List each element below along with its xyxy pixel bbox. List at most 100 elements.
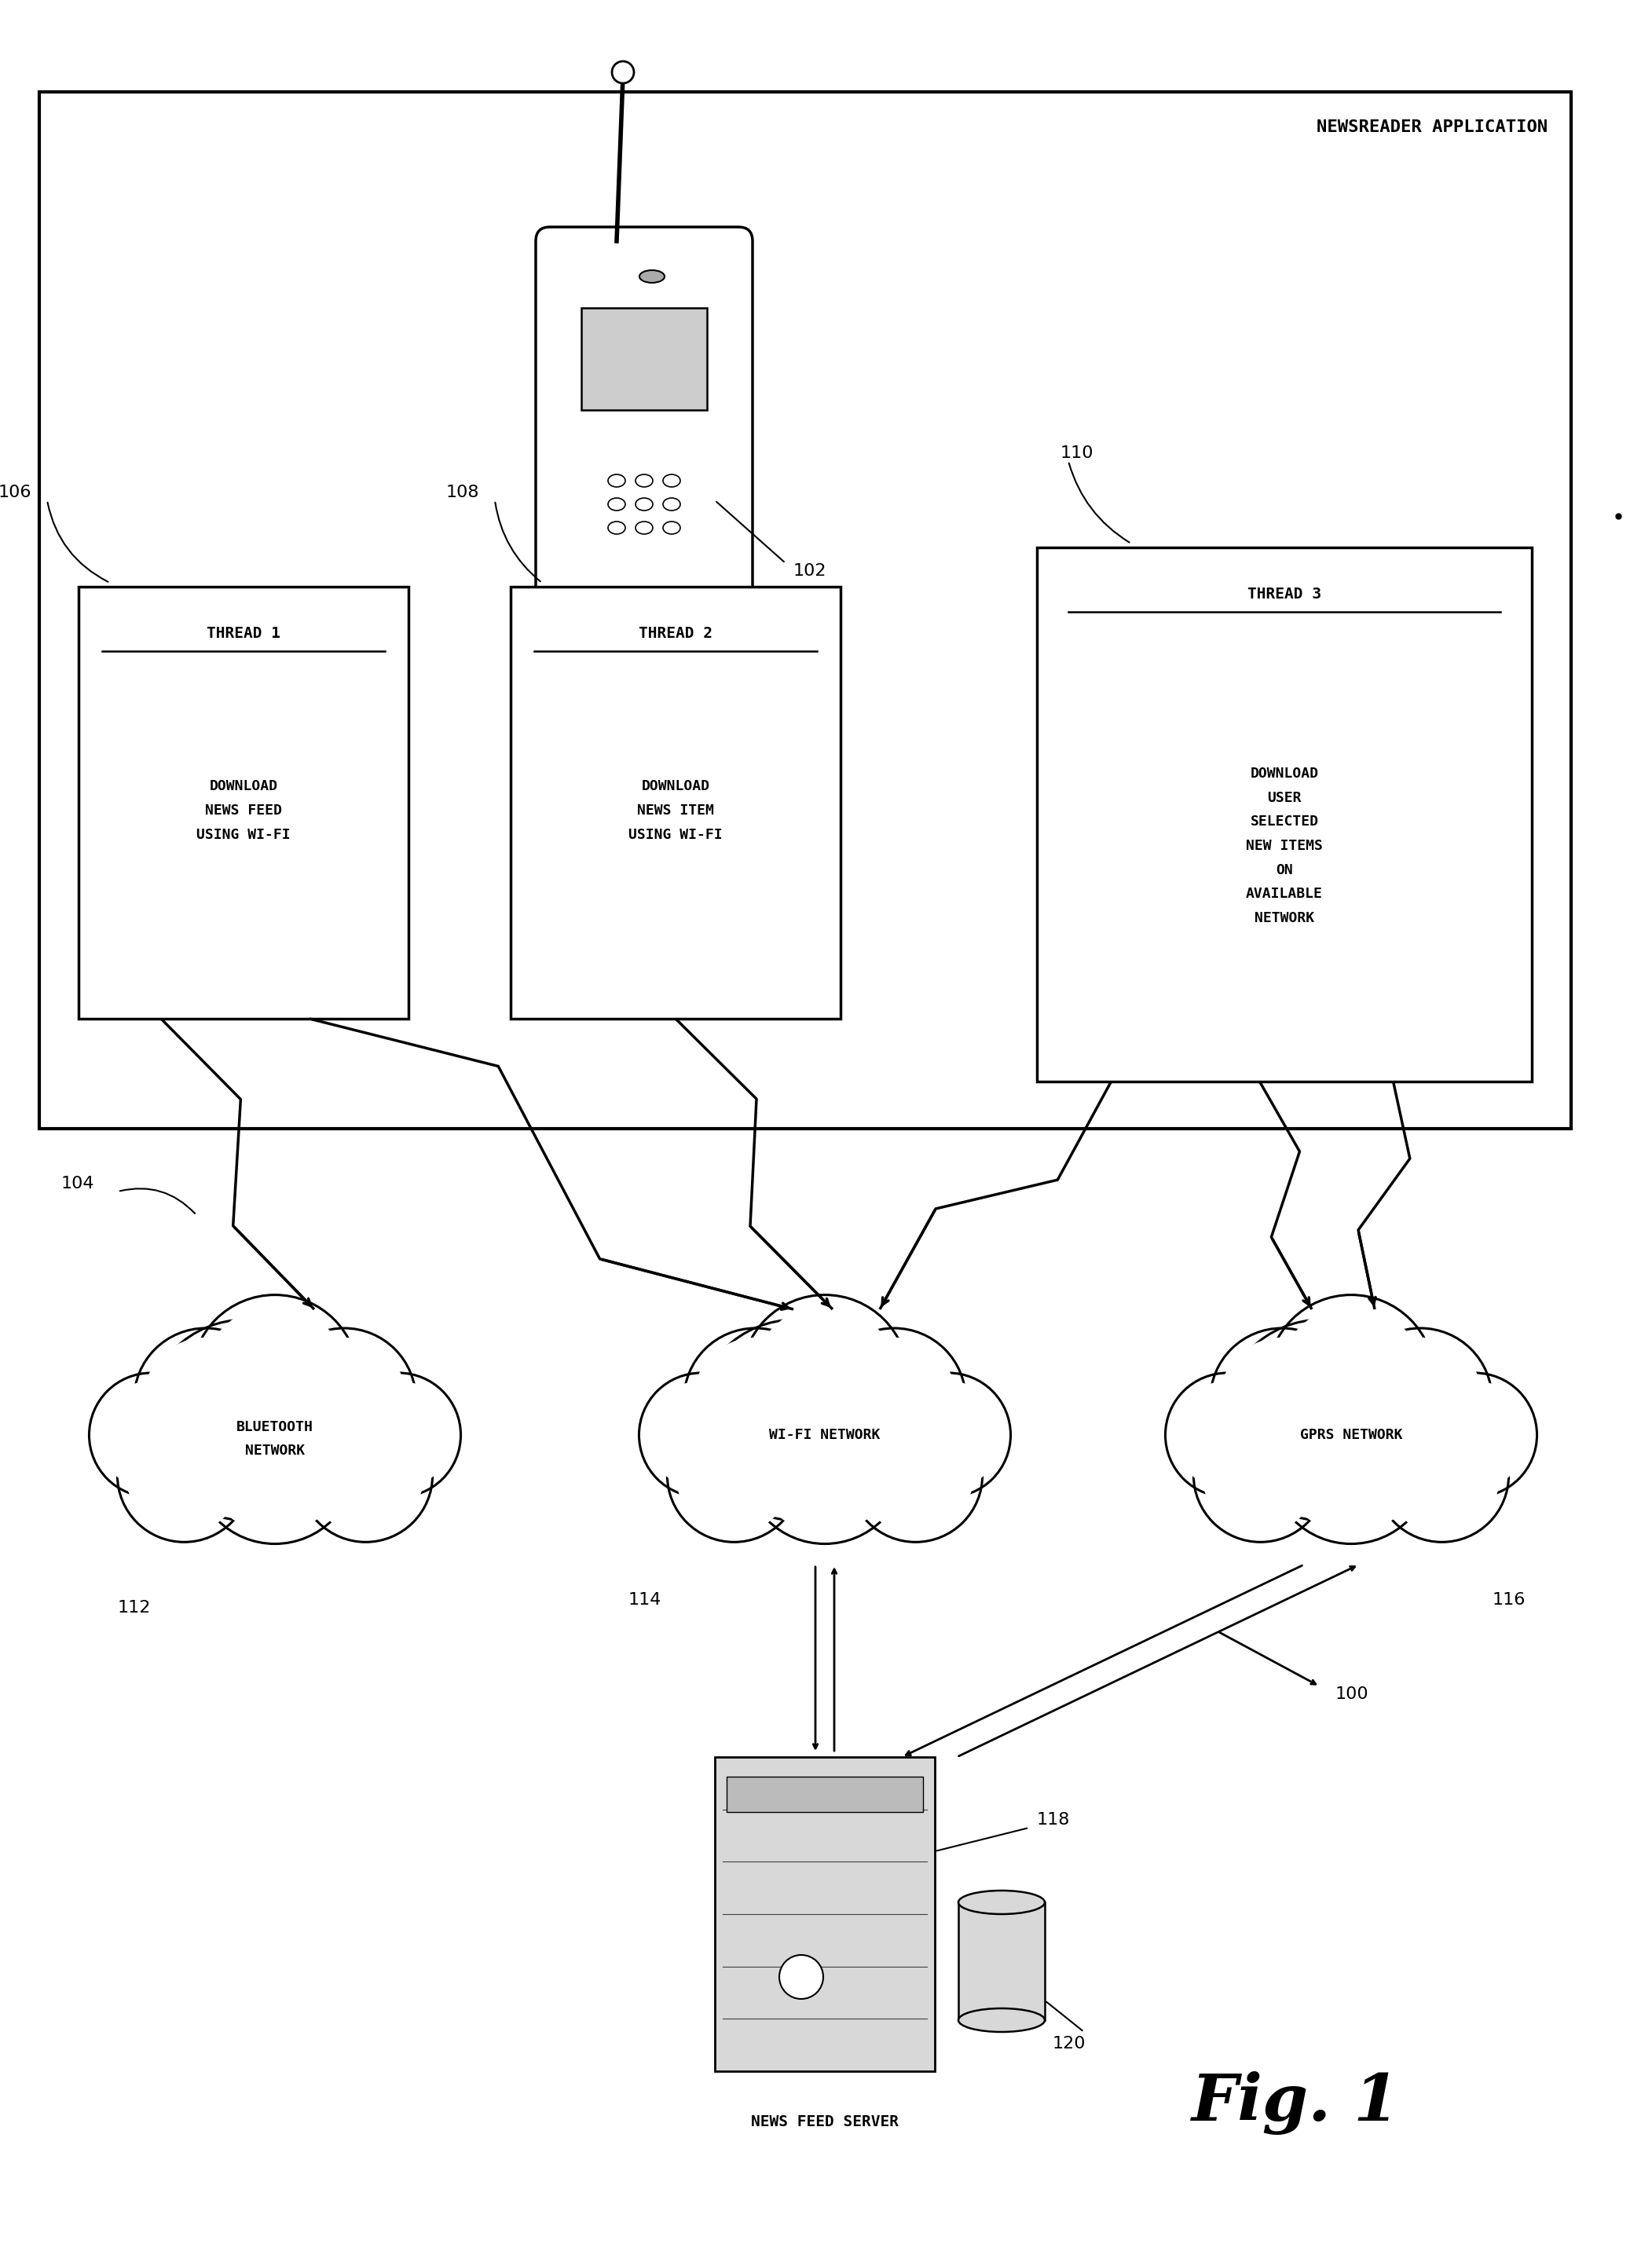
Circle shape xyxy=(337,1373,461,1497)
Text: BLUETOOTH
NETWORK: BLUETOOTH NETWORK xyxy=(236,1420,314,1459)
Circle shape xyxy=(299,1409,433,1542)
Circle shape xyxy=(282,1337,406,1463)
Circle shape xyxy=(1234,1333,1409,1508)
FancyBboxPatch shape xyxy=(40,92,1571,1129)
Circle shape xyxy=(144,1337,268,1463)
Circle shape xyxy=(1211,1328,1353,1472)
Polygon shape xyxy=(958,1903,1044,2020)
Circle shape xyxy=(707,1333,882,1508)
Ellipse shape xyxy=(662,521,681,534)
Circle shape xyxy=(857,1416,973,1533)
Ellipse shape xyxy=(662,473,681,487)
Text: DOWNLOAD
NEWS FEED
USING WI-FI: DOWNLOAD NEWS FEED USING WI-FI xyxy=(197,779,291,842)
Circle shape xyxy=(134,1328,278,1472)
Circle shape xyxy=(1374,1409,1508,1542)
Circle shape xyxy=(89,1373,213,1497)
Text: 106: 106 xyxy=(0,485,31,500)
Text: THREAD 2: THREAD 2 xyxy=(639,626,712,642)
Circle shape xyxy=(145,1319,345,1519)
Text: 104: 104 xyxy=(61,1176,94,1192)
Ellipse shape xyxy=(958,1889,1044,1914)
Text: 108: 108 xyxy=(446,485,479,500)
Circle shape xyxy=(1348,1328,1492,1472)
FancyBboxPatch shape xyxy=(79,586,408,1019)
Circle shape xyxy=(887,1373,1011,1497)
Circle shape xyxy=(648,1380,755,1490)
Circle shape xyxy=(1165,1373,1290,1497)
Text: 110: 110 xyxy=(1061,444,1094,460)
Text: 102: 102 xyxy=(793,563,826,579)
Circle shape xyxy=(1193,1409,1327,1542)
Circle shape xyxy=(831,1337,957,1463)
Text: WI-FI NETWORK: WI-FI NETWORK xyxy=(770,1427,881,1443)
Circle shape xyxy=(1203,1416,1318,1533)
Text: DOWNLOAD
USER
SELECTED
NEW ITEMS
ON
AVAILABLE
NETWORK: DOWNLOAD USER SELECTED NEW ITEMS ON AVAI… xyxy=(1246,767,1323,925)
Ellipse shape xyxy=(608,521,626,534)
Circle shape xyxy=(202,1306,347,1452)
Circle shape xyxy=(1270,1382,1432,1544)
FancyBboxPatch shape xyxy=(1037,548,1531,1082)
Circle shape xyxy=(755,1391,895,1533)
Circle shape xyxy=(117,1409,251,1542)
Circle shape xyxy=(1279,1306,1424,1452)
Circle shape xyxy=(192,1295,358,1463)
Circle shape xyxy=(611,61,634,83)
Text: 120: 120 xyxy=(1052,2035,1085,2051)
Ellipse shape xyxy=(636,498,653,512)
Text: THREAD 1: THREAD 1 xyxy=(206,626,281,642)
Circle shape xyxy=(742,1295,909,1463)
Circle shape xyxy=(1280,1391,1422,1533)
Circle shape xyxy=(676,1416,793,1533)
Text: NEWSREADER APPLICATION: NEWSREADER APPLICATION xyxy=(1317,119,1548,135)
Text: 118: 118 xyxy=(1037,1811,1070,1827)
Text: NEWS FEED SERVER: NEWS FEED SERVER xyxy=(752,2114,899,2130)
Text: THREAD 3: THREAD 3 xyxy=(1247,586,1322,601)
Ellipse shape xyxy=(958,2008,1044,2031)
Circle shape xyxy=(849,1409,983,1542)
Circle shape xyxy=(639,1373,763,1497)
Circle shape xyxy=(193,1382,357,1544)
Circle shape xyxy=(667,1409,801,1542)
Circle shape xyxy=(1412,1373,1536,1497)
FancyBboxPatch shape xyxy=(510,586,841,1019)
Circle shape xyxy=(273,1328,416,1472)
Circle shape xyxy=(695,1319,895,1519)
Circle shape xyxy=(1421,1380,1528,1490)
Text: 100: 100 xyxy=(1335,1685,1370,1701)
Circle shape xyxy=(1219,1337,1345,1463)
Ellipse shape xyxy=(608,498,626,512)
Text: 114: 114 xyxy=(628,1591,662,1607)
Ellipse shape xyxy=(608,473,626,487)
Circle shape xyxy=(1173,1380,1282,1490)
Ellipse shape xyxy=(636,473,653,487)
Circle shape xyxy=(743,1382,905,1544)
Ellipse shape xyxy=(636,521,653,534)
Circle shape xyxy=(1358,1337,1483,1463)
Circle shape xyxy=(307,1416,425,1533)
Circle shape xyxy=(684,1328,828,1472)
FancyBboxPatch shape xyxy=(582,307,707,411)
Circle shape xyxy=(694,1337,818,1463)
Text: Fig. 1: Fig. 1 xyxy=(1193,2071,1401,2134)
Ellipse shape xyxy=(662,498,681,512)
Text: GPRS NETWORK: GPRS NETWORK xyxy=(1300,1427,1403,1443)
Circle shape xyxy=(894,1380,1003,1490)
Circle shape xyxy=(1267,1295,1434,1463)
Text: 116: 116 xyxy=(1492,1591,1526,1607)
Circle shape xyxy=(752,1306,897,1452)
Circle shape xyxy=(1221,1319,1422,1519)
Circle shape xyxy=(126,1416,243,1533)
Ellipse shape xyxy=(639,269,664,283)
Circle shape xyxy=(1384,1416,1500,1533)
Text: DOWNLOAD
NEWS ITEM
USING WI-FI: DOWNLOAD NEWS ITEM USING WI-FI xyxy=(628,779,722,842)
Circle shape xyxy=(97,1380,205,1490)
Circle shape xyxy=(823,1328,966,1472)
Circle shape xyxy=(345,1380,453,1490)
Circle shape xyxy=(205,1391,345,1533)
Circle shape xyxy=(780,1955,823,1999)
FancyBboxPatch shape xyxy=(715,1757,935,2071)
FancyBboxPatch shape xyxy=(535,227,753,649)
Circle shape xyxy=(159,1333,332,1508)
Text: 112: 112 xyxy=(117,1600,150,1616)
FancyBboxPatch shape xyxy=(727,1777,923,1811)
